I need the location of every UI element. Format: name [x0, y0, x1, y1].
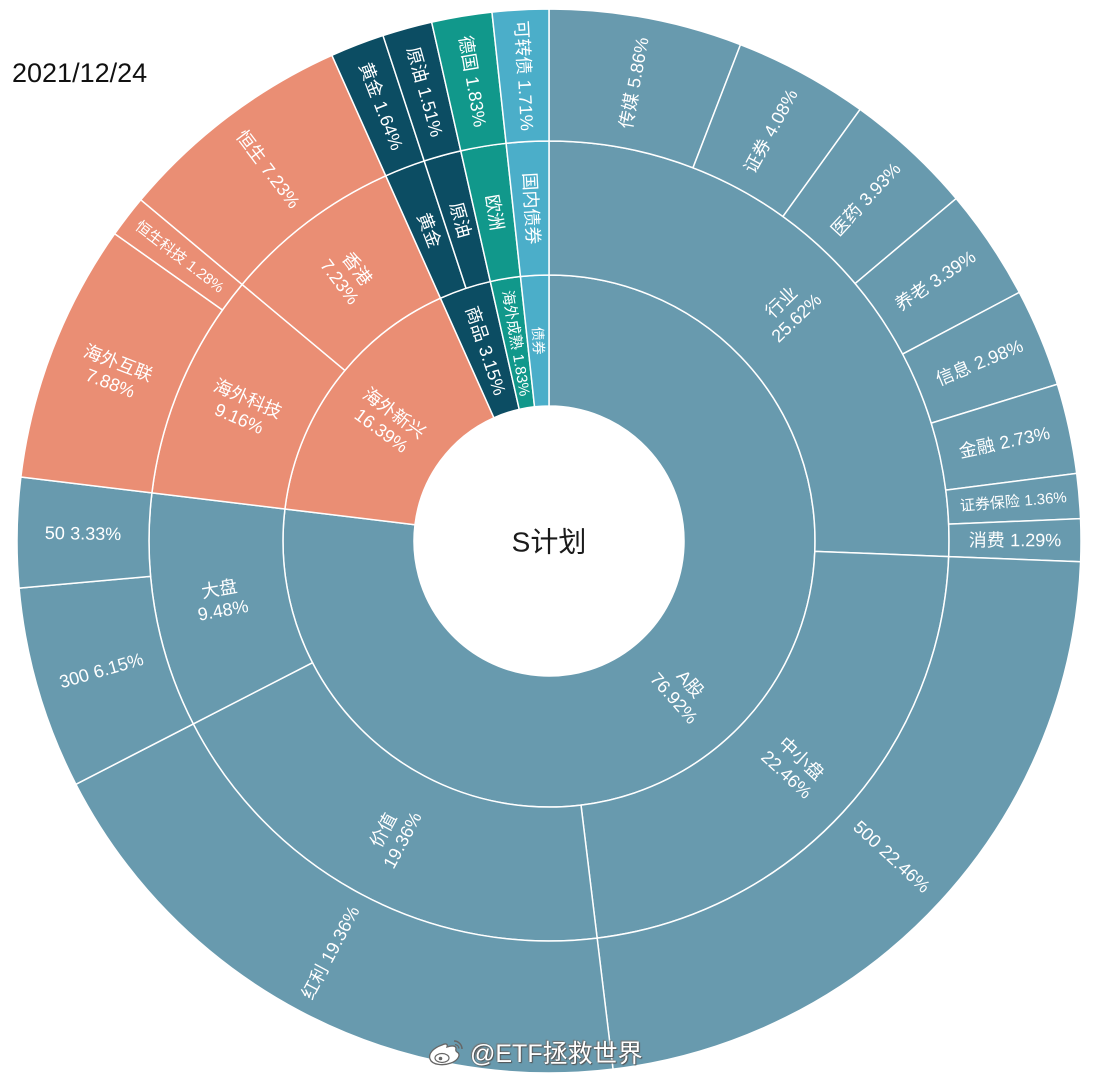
- watermark-text: @ETF拯救世界: [470, 1040, 643, 1068]
- label-unit: %: [125, 649, 146, 673]
- middle-ring-label: 大盘9.48%: [192, 575, 250, 625]
- outer-ring-label: 50 3.33%: [45, 523, 122, 544]
- label-unit: %: [423, 118, 447, 139]
- label-name: 债券: [529, 326, 546, 355]
- outer-ring-segment: [596, 555, 1082, 1070]
- label-unit: %: [630, 36, 653, 55]
- middle-ring-label: 国内债券: [519, 172, 543, 245]
- label-unit: %: [244, 413, 267, 438]
- label-unit: %: [468, 109, 490, 128]
- outer-ring-label: 消费 1.29%: [969, 530, 1061, 550]
- label-unit: %: [1045, 530, 1061, 550]
- label-name: 消费: [969, 530, 1005, 550]
- segment-layer: [16, 8, 1082, 1074]
- label-unit: %: [514, 381, 533, 397]
- label-unit: %: [383, 131, 407, 153]
- label-unit: %: [486, 376, 510, 398]
- label-unit: %: [105, 524, 121, 544]
- label-name: 50: [45, 523, 65, 543]
- label-value: 1.83: [509, 353, 531, 385]
- outer-ring-label: 证券4.08%: [740, 86, 802, 177]
- label-name: 可转债: [511, 20, 534, 75]
- label-unit: %: [1004, 336, 1026, 361]
- label-unit: %: [1032, 423, 1052, 446]
- label-value: 1.71: [514, 79, 536, 115]
- label-unit: %: [231, 596, 250, 619]
- outer-ring-label: 信息2.98%: [933, 336, 1026, 390]
- outer-ring-label: 证券保险 1.36%: [959, 489, 1067, 515]
- label-value: 1.36: [1024, 490, 1055, 509]
- center-label: S计划: [512, 527, 587, 558]
- watermark: @ETF拯救世界: [426, 1034, 643, 1070]
- label-unit: %: [1053, 489, 1068, 507]
- label-unit: %: [116, 377, 138, 401]
- outer-ring-segment: [491, 8, 550, 145]
- label-name: 国内债券: [519, 172, 543, 245]
- label-name: 证券保险: [959, 493, 1020, 515]
- outer-ring-label: 可转债 1.71%: [511, 20, 537, 131]
- weibo-logo-icon: [428, 1040, 463, 1066]
- label-value: 1.29: [1010, 530, 1045, 550]
- inner-ring-label: 债券: [529, 326, 546, 355]
- date-label: 2021/12/24: [12, 58, 148, 88]
- label-value: 3.33: [70, 523, 105, 544]
- label-unit: %: [516, 114, 537, 131]
